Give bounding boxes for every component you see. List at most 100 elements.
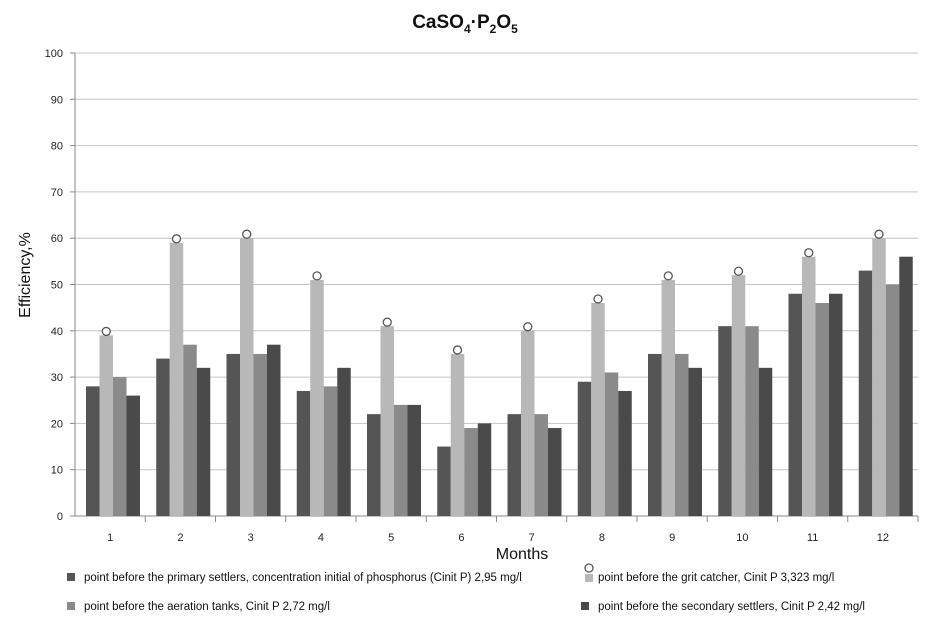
legend-label: point before the primary settlers, conce… [84,572,522,584]
bar [183,344,197,516]
bar [885,284,900,516]
legend-swatch [585,574,593,582]
legend-marker [584,563,594,573]
x-axis-title: Months [496,546,548,563]
x-tick-label: 11 [807,532,818,544]
bar [872,238,886,516]
x-tick-label: 4 [318,532,324,544]
y-tick-label: 20 [51,418,63,430]
bar [253,353,267,516]
bar [126,395,140,516]
bar [450,353,465,516]
x-tick-label: 3 [248,532,254,544]
bar [196,367,211,516]
bar [534,414,548,516]
bar [675,353,689,516]
legend-label: point before the secondary settlers, Cin… [598,601,865,613]
bar [802,256,816,516]
y-tick-label: 90 [51,94,63,106]
bar-marker [312,271,322,281]
bar [464,428,478,516]
bar [899,256,913,516]
bar [226,353,240,516]
legend-item-aeration-tanks: point before the aeration tanks, Cinit P… [67,601,330,613]
bar [548,428,562,516]
x-tick-label: 1 [107,532,113,544]
bar [310,279,324,516]
y-tick-label: 60 [51,233,63,245]
y-tick-labels: 0 10 20 30 40 50 60 70 80 90 100 [45,48,63,523]
bar-marker [171,234,182,244]
y-tick-label: 40 [51,326,63,338]
bar [604,372,619,516]
bar-marker [101,326,111,337]
bar [591,303,605,516]
x-tick-label: 8 [599,532,605,544]
x-tick-label: 7 [529,532,535,544]
grid [70,52,919,522]
x-tick-labels: 1 2 3 4 5 6 7 8 9 10 11 12 [107,532,889,544]
bar [394,404,408,516]
bar [745,326,759,516]
bar [477,423,492,516]
legend-swatch [67,573,75,581]
bar-marker [874,229,884,239]
bar-marker [452,345,463,355]
bar [156,358,170,516]
legend-item-grit-catcher: point before the grit catcher, Cinit P 3… [584,563,834,584]
legend-label: point before the grit catcher, Cinit P 3… [598,572,834,584]
legend-swatch [67,602,75,610]
y-tick-label: 50 [51,280,63,292]
bar [815,303,829,516]
y-axis-title: Efficiency,% [17,232,34,318]
bar-marker [733,266,744,276]
bar [240,238,254,516]
bar [577,381,592,516]
bar [380,326,394,516]
bar [296,390,311,516]
bar-marker [593,294,603,304]
bar-marker [663,271,673,281]
bar [267,344,281,516]
x-tick-label: 2 [177,532,183,544]
bar [407,404,421,516]
bar [731,275,746,516]
bar [521,330,535,516]
x-tick-label: 12 [877,532,889,544]
x-tick-label: 5 [388,532,394,544]
bar [718,326,732,516]
y-tick-label: 80 [51,141,63,153]
bar [688,367,702,516]
chart-title: CaSO4·P2O5 [412,12,518,36]
bar [367,414,381,516]
bar [437,446,451,516]
y-tick-label: 70 [51,187,63,199]
y-tick-label: 30 [51,372,63,384]
y-tick-label: 100 [45,48,63,60]
bar [86,386,100,516]
x-tick-label: 10 [736,532,748,544]
legend-item-primary-settlers: point before the primary settlers, conce… [67,572,522,584]
bar [337,367,351,516]
legend-item-secondary-settlers: point before the secondary settlers, Cin… [581,601,865,613]
bar [99,335,113,516]
y-tick-label: 0 [57,511,63,523]
bar-marker [523,322,533,332]
y-tick-label: 10 [51,465,63,477]
legend-swatch [581,602,589,610]
x-tick-label: 6 [458,532,464,544]
x-tick-label: 9 [669,532,675,544]
bar [323,386,338,516]
bar [113,377,127,516]
bar [788,293,802,516]
legend: point before the primary settlers, conce… [67,563,865,613]
bar [618,390,632,516]
bar [169,242,184,516]
bar [507,414,521,516]
legend-label: point before the aeration tanks, Cinit P… [84,601,330,613]
bar [758,367,773,516]
bar [829,293,843,516]
bar [858,270,873,516]
